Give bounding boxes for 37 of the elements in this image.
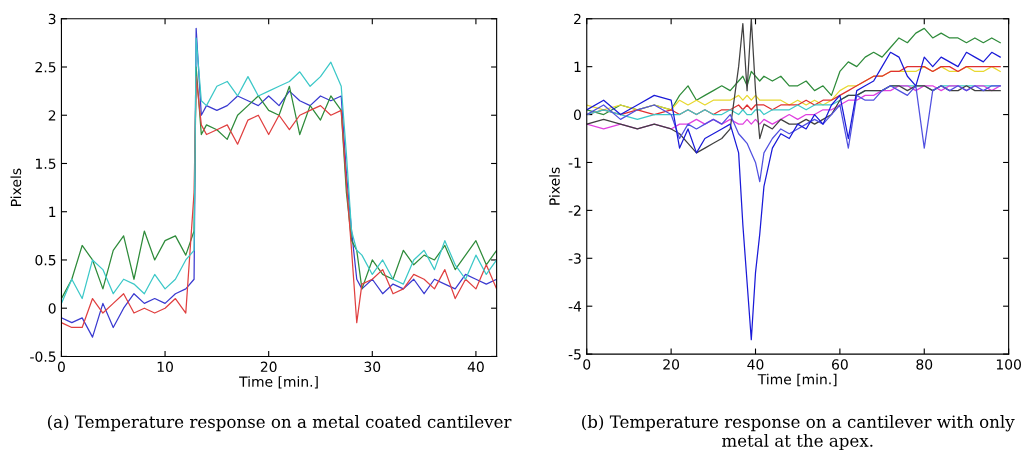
x-tick-label: 20 xyxy=(663,359,680,370)
y-tick-label: 2 xyxy=(48,110,56,121)
text: (b) Temperature response on a cantilever with only metal at the apex. xyxy=(582,415,1015,451)
y-tick-label: 1.5 xyxy=(36,158,56,169)
y-tick-label: 0 xyxy=(573,109,581,121)
line-series xyxy=(586,27,1001,116)
y-tick-label: -1 xyxy=(568,157,581,168)
line-series xyxy=(586,18,1001,154)
y-tick-label: -5 xyxy=(568,349,581,360)
x-tick-label: 80 xyxy=(916,359,933,370)
y-tick-label: -4 xyxy=(568,301,582,312)
x-tick-label: 0 xyxy=(583,359,591,370)
x-tick-label: 100 xyxy=(996,359,1021,370)
y-tick-label: 0.5 xyxy=(35,254,56,266)
y-tick-label: -3 xyxy=(568,253,581,264)
x-tick-label: 40 xyxy=(747,359,764,370)
y-tick-label: 1 xyxy=(574,61,581,72)
line-series xyxy=(586,85,1001,183)
x-axis-title: Time [min.] xyxy=(239,376,318,389)
y-tick-label: 1 xyxy=(49,206,56,217)
x-tick-label: 20 xyxy=(260,361,277,373)
y-tick-label: 2 xyxy=(574,13,581,25)
y-tick-label: -2 xyxy=(568,205,581,216)
x-tick-label: 10 xyxy=(157,361,173,373)
x-tick-label: 40 xyxy=(467,361,484,373)
text: (a) Temperature response on a metal coated cantilever xyxy=(47,415,512,432)
y-tick-label: 2.5 xyxy=(35,61,56,73)
x-tick-label: 0 xyxy=(57,361,65,373)
line-series xyxy=(586,51,1001,341)
y-tick-label: 3 xyxy=(48,13,56,25)
x-tick-label: 30 xyxy=(364,361,381,373)
y-axis-title: Pixels xyxy=(549,167,560,205)
y-tick-label: -0.5 xyxy=(30,351,56,362)
x-axis-title: Time [min.] xyxy=(757,373,837,387)
x-tick-label: 60 xyxy=(832,359,848,370)
y-tick-label: 0 xyxy=(48,303,56,314)
y-axis-title: Pixels xyxy=(10,168,22,206)
